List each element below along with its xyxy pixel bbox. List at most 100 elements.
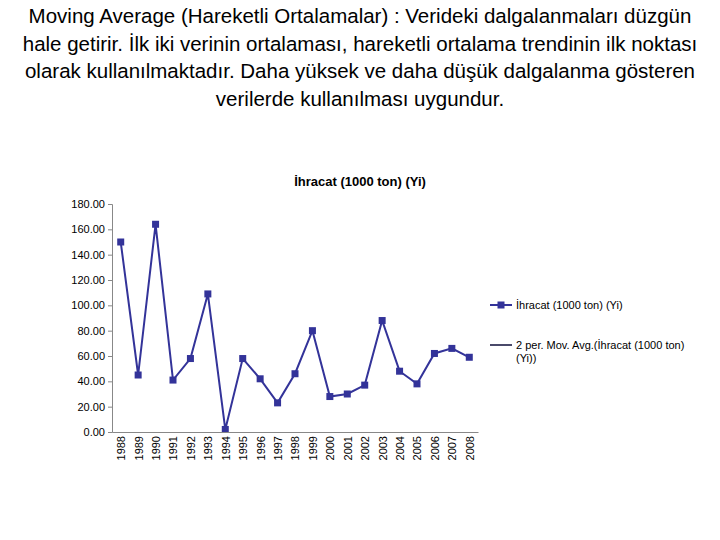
series-marker [361, 382, 368, 389]
x-tick-label: 1988 [115, 436, 127, 460]
plot-area [117, 221, 473, 432]
series-marker [396, 368, 403, 375]
y-tick-label: 120.00 [71, 274, 105, 286]
x-tick: 1991 [167, 432, 179, 460]
y-tick-label: 0.00 [84, 426, 105, 438]
y-tick-label: 40.00 [77, 375, 105, 387]
chart-title: İhracat (1000 ton) (Yi) [294, 174, 426, 189]
y-tick: 100.00 [71, 299, 112, 311]
x-tick: 1996 [254, 432, 266, 460]
x-tick-label: 2007 [446, 436, 458, 460]
x-tick: 1989 [132, 432, 144, 460]
x-tick-label: 2003 [376, 436, 388, 460]
x-tick: 2003 [376, 432, 388, 460]
series-marker [135, 372, 142, 379]
series-marker [152, 221, 159, 228]
x-tick: 1993 [202, 432, 214, 460]
series-marker [326, 393, 333, 400]
x-tick-label: 2004 [394, 436, 406, 460]
legend-item: İhracat (1000 ton) (Yi) [490, 299, 623, 311]
x-tick: 1995 [237, 432, 249, 460]
y-tick-mark [108, 229, 112, 230]
y-tick-label: 60.00 [77, 350, 105, 362]
series-marker [344, 391, 351, 398]
series-marker [292, 370, 299, 377]
y-tick: 40.00 [77, 375, 112, 387]
x-tick: 1990 [150, 432, 162, 460]
y-tick-label: 160.00 [71, 223, 105, 235]
x-tick-label: 2005 [411, 436, 423, 460]
y-tick: 140.00 [71, 249, 112, 261]
y-tick: 80.00 [77, 325, 112, 337]
x-tick-label: 2000 [324, 436, 336, 460]
legend-label: 2 per. Mov. Avg.(İhracat (1000 ton)(Yi)) [516, 339, 684, 364]
legend-item: 2 per. Mov. Avg.(İhracat (1000 ton)(Yi)) [490, 339, 684, 364]
series-line [121, 224, 470, 429]
series-marker [431, 350, 438, 357]
y-tick: 20.00 [77, 401, 112, 413]
y-tick-mark [108, 407, 112, 408]
x-tick: 2000 [324, 432, 336, 460]
series-marker [170, 377, 177, 384]
y-tick: 0.00 [84, 426, 112, 438]
x-tick: 2005 [411, 432, 423, 460]
series-marker [222, 426, 229, 432]
x-tick-label: 1994 [220, 436, 232, 460]
x-tick: 1994 [220, 432, 232, 460]
y-tick-mark [108, 204, 112, 205]
series-marker [187, 355, 194, 362]
x-tick-label: 1997 [272, 436, 284, 460]
legend: İhracat (1000 ton) (Yi) 2 per. Mov. Avg.(… [490, 299, 684, 364]
series-marker [309, 327, 316, 334]
y-tick: 160.00 [71, 223, 112, 235]
x-tick-label: 1990 [150, 436, 162, 460]
y-tick-mark [108, 381, 112, 382]
series-marker [274, 399, 281, 406]
y-tick: 180.00 [71, 198, 112, 210]
heading-text: Moving Average (Hareketli Ortalamalar) :… [10, 2, 710, 112]
x-tick-label: 1991 [167, 436, 179, 460]
x-axis-line [113, 432, 479, 433]
y-axis: 0.00 20.00 40.00 60.00 80.00 100.00 120.00 140.… [71, 198, 112, 438]
x-tick: 1992 [185, 432, 197, 460]
y-tick: 120.00 [71, 274, 112, 286]
x-tick-label: 2002 [359, 436, 371, 460]
y-tick-mark [108, 331, 112, 332]
y-tick-label: 20.00 [77, 401, 105, 413]
x-tick: 2007 [446, 432, 458, 460]
legend-label: İhracat (1000 ton) (Yi) [516, 299, 623, 311]
x-axis: 1988 1989 1990 1991 1992 1993 1994 1995 1996 1997… [113, 432, 479, 460]
y-tick-label: 140.00 [71, 249, 105, 261]
series-marker [466, 354, 473, 361]
legend-marker [498, 302, 505, 309]
series-marker [257, 375, 264, 382]
x-tick-label: 1993 [202, 436, 214, 460]
x-tick-label: 1998 [289, 436, 301, 460]
x-tick: 2008 [464, 432, 476, 460]
x-tick: 1999 [307, 432, 319, 460]
legend-swatch [490, 344, 512, 346]
x-tick: 2006 [429, 432, 441, 460]
y-tick-mark [108, 255, 112, 256]
x-tick: 2001 [342, 432, 354, 460]
series-marker [448, 345, 455, 352]
series-marker [204, 290, 211, 297]
x-tick-label: 2006 [429, 436, 441, 460]
x-tick: 1998 [289, 432, 301, 460]
y-tick: 60.00 [77, 350, 112, 362]
x-tick-label: 1995 [237, 436, 249, 460]
y-tick-mark [108, 305, 112, 306]
series-marker [379, 317, 386, 324]
x-tick-label: 2008 [464, 436, 476, 460]
x-tick-label: 1992 [185, 436, 197, 460]
x-tick-label: 1996 [254, 436, 266, 460]
y-tick-label: 180.00 [71, 198, 105, 210]
series-marker [414, 380, 421, 387]
x-tick: 2002 [359, 432, 371, 460]
series-marker [117, 239, 124, 246]
y-tick-label: 80.00 [77, 325, 105, 337]
x-tick: 2004 [394, 432, 406, 460]
y-tick-mark [108, 356, 112, 357]
y-tick-mark [108, 432, 112, 433]
x-tick-label: 1999 [307, 436, 319, 460]
